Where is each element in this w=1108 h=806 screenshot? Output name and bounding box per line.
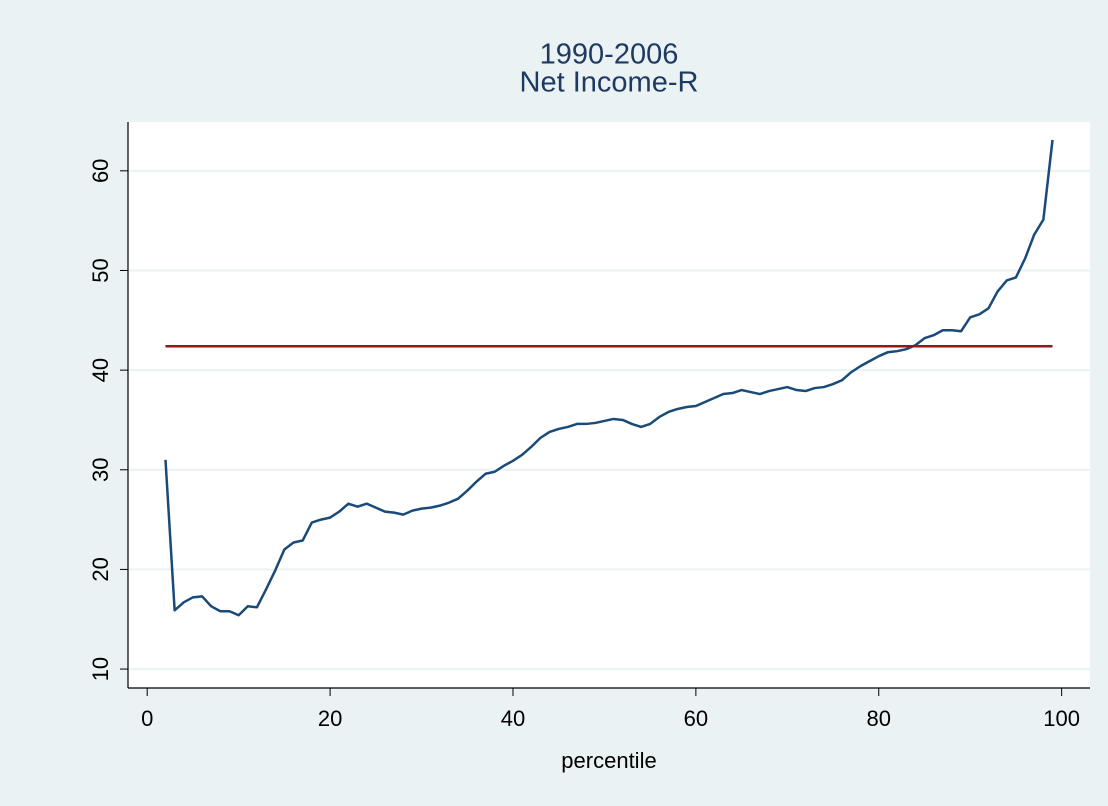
data-line [164,139,1054,617]
x-tick-label: 20 [318,706,342,731]
x-tick-label: 0 [141,706,153,731]
chart-subtitle: Net Income-R [520,67,699,99]
x-tick-label: 80 [867,706,891,731]
y-tick-label: 10 [88,657,113,681]
x-tick-label: 40 [501,706,525,731]
y-tick-label: 60 [88,159,113,183]
plot-area [128,122,1090,688]
x-tick-label: 100 [1043,706,1080,731]
y-tick-label: 40 [88,358,113,382]
chart-title: 1990-2006 [540,39,679,71]
x-axis-label: percentile [561,748,656,773]
y-tick-label: 30 [88,458,113,482]
y-tick-label: 20 [88,557,113,581]
y-tick-label: 50 [88,258,113,282]
x-tick-label: 60 [684,706,708,731]
